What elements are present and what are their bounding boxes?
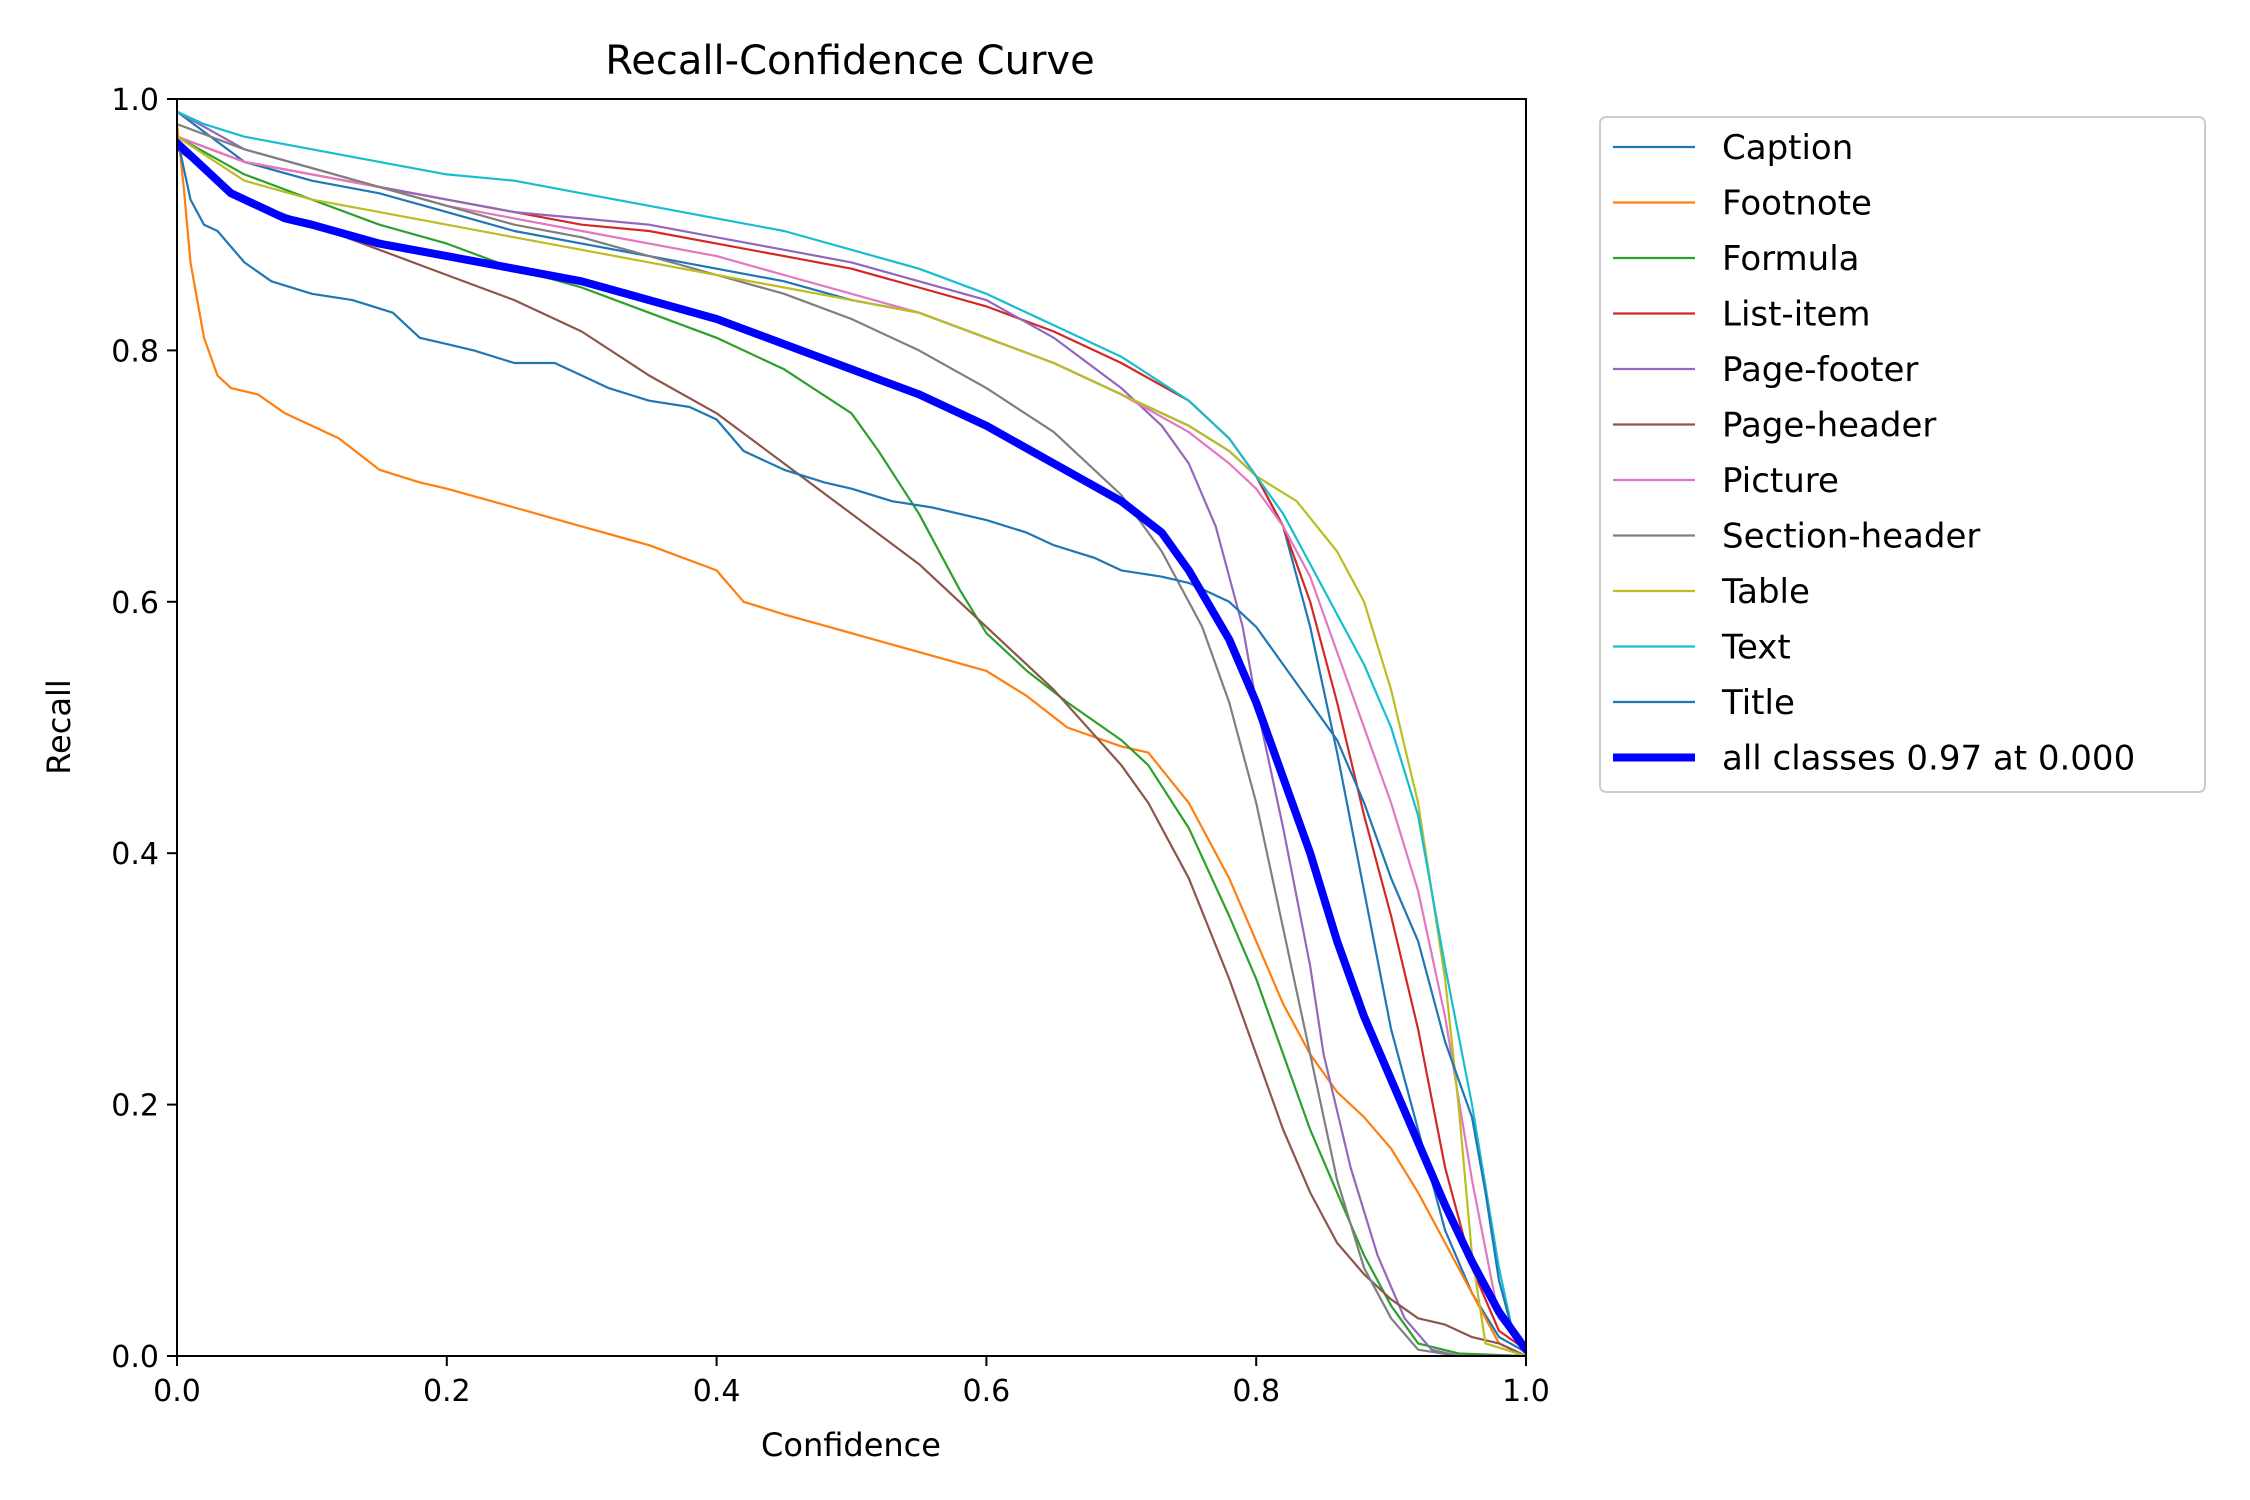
legend-entry: Page-header xyxy=(1722,406,1936,446)
legend-entry: Table xyxy=(1721,572,1810,612)
series-line-page-footer xyxy=(177,110,1526,1356)
legend-entry: Picture xyxy=(1722,461,1839,501)
x-axis: 0.0 0.2 0.4 0.6 0.8 1.0 xyxy=(153,1356,1550,1409)
series-line-page-header xyxy=(177,148,1526,1356)
chart-title: Recall-Confidence Curve xyxy=(605,38,1094,84)
legend-box xyxy=(1599,116,2206,793)
x-tick-label: 0.4 xyxy=(693,1374,741,1409)
series-line-title xyxy=(177,135,1526,1351)
series-layer xyxy=(177,110,1526,1356)
legend-entry: Title xyxy=(1721,683,1795,723)
plot-frame xyxy=(176,98,1527,1357)
x-tick-label: 0.0 xyxy=(153,1374,201,1409)
x-tick-label: 0.2 xyxy=(423,1374,471,1409)
series-line-footnote xyxy=(177,123,1526,1356)
plot-area xyxy=(177,110,1526,1356)
y-axis: 0.0 0.2 0.4 0.6 0.8 1.0 xyxy=(111,83,177,1375)
legend-entry: Footnote xyxy=(1722,184,1872,224)
y-axis-label: Recall xyxy=(40,679,78,774)
legend-entry: Text xyxy=(1721,628,1791,668)
legend-entry: all classes 0.97 at 0.000 xyxy=(1722,739,2135,779)
x-tick-label: 1.0 xyxy=(1502,1374,1550,1409)
x-tick-label: 0.6 xyxy=(963,1374,1011,1409)
legend-entry: Caption xyxy=(1722,128,1853,168)
legend-entry: List-item xyxy=(1722,295,1871,335)
y-tick-label: 0.2 xyxy=(111,1089,159,1124)
x-tick-label: 0.8 xyxy=(1232,1374,1280,1409)
legend: Caption Footnote Formula List-item Page-foot… xyxy=(1599,116,2206,793)
y-tick-label: 0.4 xyxy=(111,837,159,872)
x-axis-label: Confidence xyxy=(761,1426,941,1464)
series-line-all-classes-0-97-at-0-000 xyxy=(177,139,1526,1354)
series-line-text xyxy=(177,110,1526,1351)
y-tick-label: 1.0 xyxy=(111,83,159,118)
legend-entry: Section-header xyxy=(1722,517,1980,557)
legend-entry: Formula xyxy=(1722,239,1859,279)
legend-entry: Page-footer xyxy=(1722,350,1918,390)
series-line-section-header xyxy=(177,123,1526,1356)
y-tick-label: 0.6 xyxy=(111,586,159,621)
y-tick-label: 0.0 xyxy=(111,1340,159,1375)
y-tick-label: 0.8 xyxy=(111,334,159,369)
